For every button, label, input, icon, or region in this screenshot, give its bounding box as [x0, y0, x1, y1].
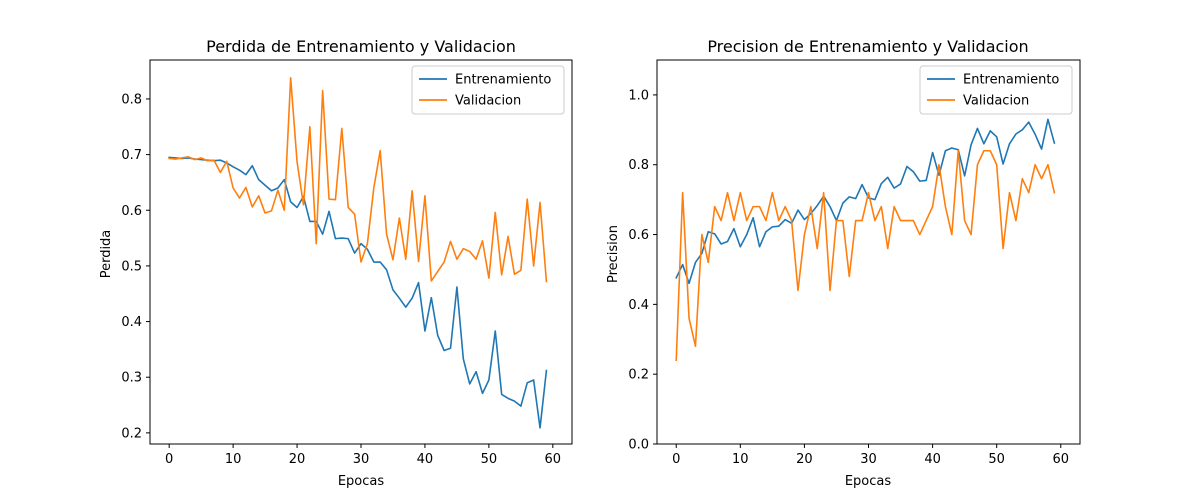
loss-x-tick-label: 30: [353, 452, 370, 467]
loss-chart-xlabel: Epocas: [338, 474, 385, 489]
accuracy-y-tick-label: 1.0: [628, 88, 649, 103]
accuracy-chart-ylabel: Precision: [606, 225, 621, 283]
accuracy-chart-xlabel: Epocas: [845, 474, 892, 489]
loss-y-tick-label: 0.7: [121, 148, 142, 163]
loss-chart: Perdida de Entrenamiento y Validacion Ep…: [99, 37, 573, 489]
accuracy-legend-box: [919, 65, 1073, 115]
accuracy-y-tick-label: 0.2: [628, 368, 649, 383]
loss-y-tick-label: 0.5: [121, 259, 142, 274]
loss-legend-label-entrenamiento: Entrenamiento: [455, 73, 551, 88]
accuracy-series-validacion-line: [675, 149, 1056, 362]
accuracy-x-tick-label: 10: [732, 452, 749, 467]
loss-x-tick-label: 20: [289, 452, 306, 467]
loss-chart-title: Perdida de Entrenamiento y Validacion: [206, 37, 516, 56]
loss-chart-plot: 0 10 20 30 40 50 60 0.2 0.3 0.4 0.5 0.6 0.7 0.8 Entren…: [121, 59, 573, 467]
accuracy-series-entrenamiento-line: [675, 118, 1056, 285]
accuracy-legend: Entrenamiento Validacion: [919, 65, 1073, 115]
loss-y-tick-label: 0.3: [121, 371, 142, 386]
accuracy-x-tick-label: 0: [672, 452, 680, 467]
accuracy-y-tick-label: 0.0: [628, 438, 649, 453]
loss-x-tick-label: 10: [225, 452, 242, 467]
accuracy-x-tick-label: 30: [860, 452, 877, 467]
loss-series-validacion-line: [168, 77, 548, 283]
loss-series-entrenamiento-line: [168, 156, 548, 429]
accuracy-y-tick-label: 0.4: [628, 298, 649, 313]
loss-x-tick-label: 60: [545, 452, 562, 467]
loss-x-tick-label: 40: [417, 452, 434, 467]
accuracy-legend-label-entrenamiento: Entrenamiento: [963, 73, 1059, 88]
accuracy-x-tick-label: 20: [796, 452, 813, 467]
loss-x-tick-label: 50: [481, 452, 498, 467]
accuracy-chart: Precision de Entrenamiento y Validacion …: [606, 37, 1081, 489]
loss-x-tick-label: 0: [165, 452, 173, 467]
accuracy-chart-plot: 0 10 20 30 40 50 60 0.0 0.2 0.4 0.6 0.8 1.0 Entrenami…: [628, 59, 1081, 467]
accuracy-legend-label-validacion: Validacion: [963, 94, 1029, 109]
loss-legend-box: [411, 65, 565, 115]
loss-y-tick-label: 0.4: [121, 315, 142, 330]
loss-y-tick-label: 0.6: [121, 204, 142, 219]
loss-chart-ylabel: Perdida: [99, 230, 114, 279]
loss-legend-label-validacion: Validacion: [455, 94, 521, 109]
accuracy-y-tick-label: 0.8: [628, 158, 649, 173]
loss-legend: Entrenamiento Validacion: [411, 65, 565, 115]
accuracy-chart-title: Precision de Entrenamiento y Validacion: [707, 37, 1028, 56]
accuracy-x-tick-label: 40: [924, 452, 941, 467]
loss-y-tick-label: 0.8: [121, 92, 142, 107]
accuracy-x-tick-label: 50: [988, 452, 1005, 467]
loss-y-tick-label: 0.2: [121, 426, 142, 441]
accuracy-x-tick-label: 60: [1052, 452, 1069, 467]
accuracy-y-tick-label: 0.6: [628, 228, 649, 243]
